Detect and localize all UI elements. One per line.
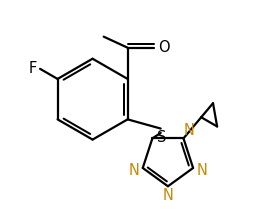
Text: O: O bbox=[158, 40, 169, 55]
Text: S: S bbox=[156, 130, 165, 145]
Text: F: F bbox=[28, 61, 37, 76]
Text: N: N bbox=[162, 188, 173, 203]
Text: N: N bbox=[183, 124, 194, 138]
Text: N: N bbox=[128, 163, 139, 178]
Text: N: N bbox=[196, 163, 207, 178]
